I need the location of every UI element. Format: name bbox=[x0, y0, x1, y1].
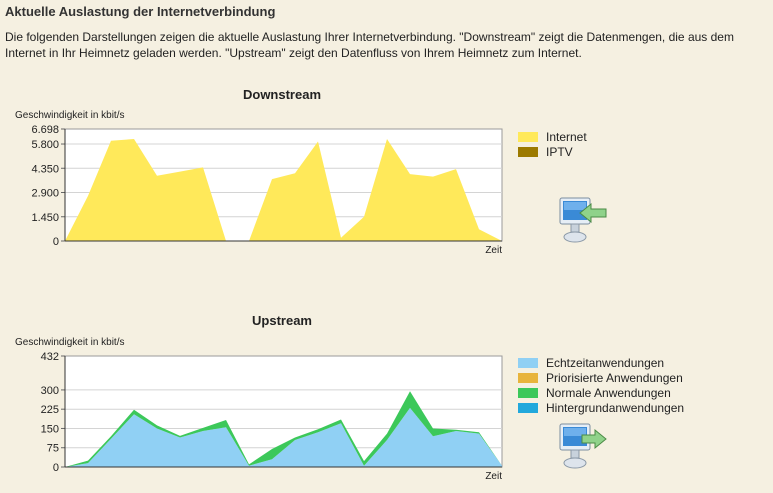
y-tick-label: 75 bbox=[47, 443, 59, 455]
upstream-ylabel: Geschwindigkeit in kbit/s bbox=[15, 337, 125, 348]
legend-label: Hintergrundanwendungen bbox=[546, 400, 685, 415]
legend-swatch bbox=[518, 387, 538, 398]
legend-swatch bbox=[518, 372, 538, 383]
legend-swatch bbox=[518, 131, 538, 142]
legend-label: Normale Anwendungen bbox=[546, 385, 671, 400]
y-tick-label: 4.350 bbox=[31, 163, 59, 175]
downstream-legend: Internet IPTV bbox=[518, 129, 587, 159]
computer-download-arrow-icon bbox=[556, 196, 610, 251]
legend-item: Hintergrundanwendungen bbox=[518, 400, 684, 415]
x-axis-label: Zeit bbox=[485, 245, 502, 256]
y-tick-label: 300 bbox=[41, 385, 59, 397]
y-tick-label: 0 bbox=[53, 462, 59, 474]
legend-item: IPTV bbox=[518, 144, 587, 159]
y-tick-label: 150 bbox=[41, 423, 59, 435]
y-tick-label: 2.900 bbox=[31, 188, 59, 200]
intro-text: Die folgenden Darstellungen zeigen die a… bbox=[5, 30, 734, 60]
legend-item: Internet bbox=[518, 129, 587, 144]
legend-label: Echtzeitanwendungen bbox=[546, 355, 665, 370]
y-tick-label: 432 bbox=[41, 351, 59, 363]
series-area-0 bbox=[65, 139, 502, 241]
x-axis-label: Zeit bbox=[485, 471, 502, 482]
upstream-title: Upstream bbox=[252, 313, 312, 328]
legend-item: Priorisierte Anwendungen bbox=[518, 370, 684, 385]
page-title: Aktuelle Auslastung der Internetverbindu… bbox=[5, 4, 276, 19]
y-tick-label: 5.800 bbox=[31, 139, 59, 151]
legend-label: Priorisierte Anwendungen bbox=[546, 370, 683, 385]
legend-label: IPTV bbox=[546, 144, 573, 159]
legend-swatch bbox=[518, 357, 538, 368]
upstream-legend: Echtzeitanwendungen Priorisierte Anwendun… bbox=[518, 355, 684, 415]
legend-label: Internet bbox=[546, 129, 587, 144]
downstream-ylabel: Geschwindigkeit in kbit/s bbox=[15, 110, 125, 121]
legend-item: Normale Anwendungen bbox=[518, 385, 684, 400]
series-area-0 bbox=[65, 407, 502, 467]
y-tick-label: 225 bbox=[41, 404, 59, 416]
y-tick-label: 0 bbox=[53, 236, 59, 248]
legend-swatch bbox=[518, 402, 538, 413]
computer-upload-arrow-icon bbox=[556, 422, 610, 477]
y-tick-label: 6.698 bbox=[31, 124, 59, 136]
downstream-title: Downstream bbox=[242, 87, 322, 102]
y-tick-label: 1.450 bbox=[31, 212, 59, 224]
legend-swatch bbox=[518, 146, 538, 157]
legend-item: Echtzeitanwendungen bbox=[518, 355, 684, 370]
